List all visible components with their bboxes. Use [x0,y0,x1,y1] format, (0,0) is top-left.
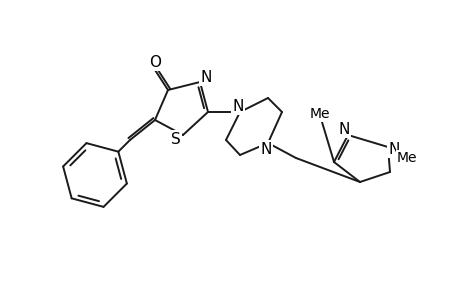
Text: Me: Me [396,151,416,165]
Text: N: N [232,98,243,113]
Text: S: S [171,131,180,146]
Text: Me: Me [309,107,330,121]
Text: O: O [149,55,161,70]
Text: N: N [387,142,399,157]
Text: N: N [260,142,271,157]
Text: N: N [337,122,349,136]
Text: N: N [200,70,211,85]
